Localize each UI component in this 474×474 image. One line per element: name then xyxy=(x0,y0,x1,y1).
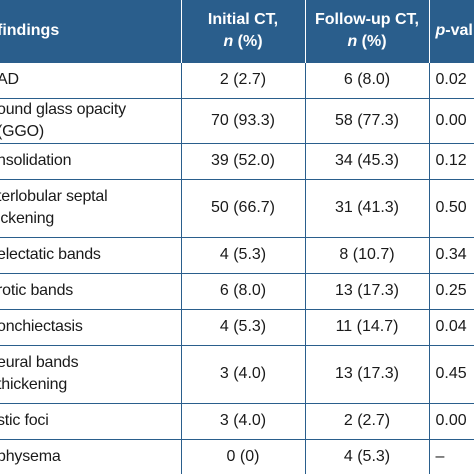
header-followup-ct: Follow-up CT, n (%) xyxy=(304,0,429,62)
initial-cell: 4 (5.3) xyxy=(180,237,305,273)
initial-cell: 3 (4.0) xyxy=(180,345,305,403)
followup-cell: 6 (8.0) xyxy=(304,62,429,98)
table-row: ound glass opacity (GGO) 70 (93.3) 58 (7… xyxy=(0,98,474,143)
header-p-value: p-val xyxy=(428,0,474,62)
followup-cell: 31 (41.3) xyxy=(304,179,429,237)
table-row: terlobular septal ickening 50 (66.7) 31 … xyxy=(0,179,474,237)
followup-cell: 2 (2.7) xyxy=(304,403,429,439)
finding-cell: ound glass opacity (GGO) xyxy=(0,100,126,140)
header-initial-ct-pct: (%) xyxy=(233,32,263,50)
finding-cell: electatic bands xyxy=(0,246,101,263)
header-followup-ct-pct: (%) xyxy=(357,32,387,50)
header-p-rest: -val xyxy=(445,21,473,39)
followup-cell: 8 (10.7) xyxy=(304,237,429,273)
initial-cell: 6 (8.0) xyxy=(180,273,305,309)
initial-cell: 4 (5.3) xyxy=(180,309,305,345)
table-header: findings Initial CT, n (%) Follow-up CT,… xyxy=(0,0,474,62)
finding-cell: physema xyxy=(0,448,61,465)
p-value-cell: 0.12 xyxy=(428,143,474,179)
followup-cell: 4 (5.3) xyxy=(304,439,429,474)
finding-cell: eural bands thickening xyxy=(0,354,79,393)
header-initial-ct-label: Initial CT, xyxy=(207,10,279,28)
table-row: eural bands thickening 3 (4.0) 13 (17.3)… xyxy=(0,345,474,403)
table-row: AD 2 (2.7) 6 (8.0) 0.02 xyxy=(0,62,474,98)
p-value-cell: 0.04 xyxy=(428,309,474,345)
followup-cell: 34 (45.3) xyxy=(304,143,429,179)
header-followup-ct-label: Follow-up CT, xyxy=(315,10,419,28)
p-value-cell: 0.45 xyxy=(428,345,474,403)
initial-cell: 0 (0) xyxy=(180,439,305,474)
header-findings: findings xyxy=(0,0,181,62)
initial-cell: 39 (52.0) xyxy=(180,143,305,179)
followup-cell: 58 (77.3) xyxy=(304,98,429,143)
header-findings-label: findings xyxy=(0,21,60,39)
finding-cell: stic foci xyxy=(0,412,49,429)
p-value-cell: 0.00 xyxy=(428,98,474,143)
p-value-cell: 0.00 xyxy=(428,403,474,439)
table-body: AD 2 (2.7) 6 (8.0) 0.02 ound glass opaci… xyxy=(0,62,474,474)
finding-cell: terlobular septal ickening xyxy=(0,188,108,227)
followup-cell: 13 (17.3) xyxy=(304,345,429,403)
p-value-cell: 0.25 xyxy=(428,273,474,309)
p-value-cell: 0.50 xyxy=(428,179,474,237)
initial-cell: 70 (93.3) xyxy=(180,98,305,143)
table-row: stic foci 3 (4.0) 2 (2.7) 0.00 xyxy=(0,403,474,439)
table-row: nsolidation 39 (52.0) 34 (45.3) 0.12 xyxy=(0,143,474,179)
followup-cell: 13 (17.3) xyxy=(304,273,429,309)
header-p-italic: p xyxy=(435,21,446,39)
p-value-cell: 0.34 xyxy=(428,237,474,273)
p-value-cell: – xyxy=(428,439,474,474)
header-initial-ct-n: n xyxy=(223,32,234,50)
table-row: physema 0 (0) 4 (5.3) – xyxy=(0,439,474,474)
p-value-cell: 0.02 xyxy=(428,62,474,98)
finding-cell: AD xyxy=(0,71,19,88)
header-row: findings Initial CT, n (%) Follow-up CT,… xyxy=(0,0,474,62)
table-row: electatic bands 4 (5.3) 8 (10.7) 0.34 xyxy=(0,237,474,273)
header-followup-ct-n: n xyxy=(347,32,358,50)
table-row: rotic bands 6 (8.0) 13 (17.3) 0.25 xyxy=(0,273,474,309)
finding-cell: onchiectasis xyxy=(0,318,83,335)
initial-cell: 50 (66.7) xyxy=(180,179,305,237)
initial-cell: 2 (2.7) xyxy=(180,62,305,98)
finding-cell: rotic bands xyxy=(0,282,74,299)
finding-cell: nsolidation xyxy=(0,152,72,169)
followup-cell: 11 (14.7) xyxy=(304,309,429,345)
table-row: onchiectasis 4 (5.3) 11 (14.7) 0.04 xyxy=(0,309,474,345)
initial-cell: 3 (4.0) xyxy=(180,403,305,439)
header-initial-ct: Initial CT, n (%) xyxy=(180,0,305,62)
